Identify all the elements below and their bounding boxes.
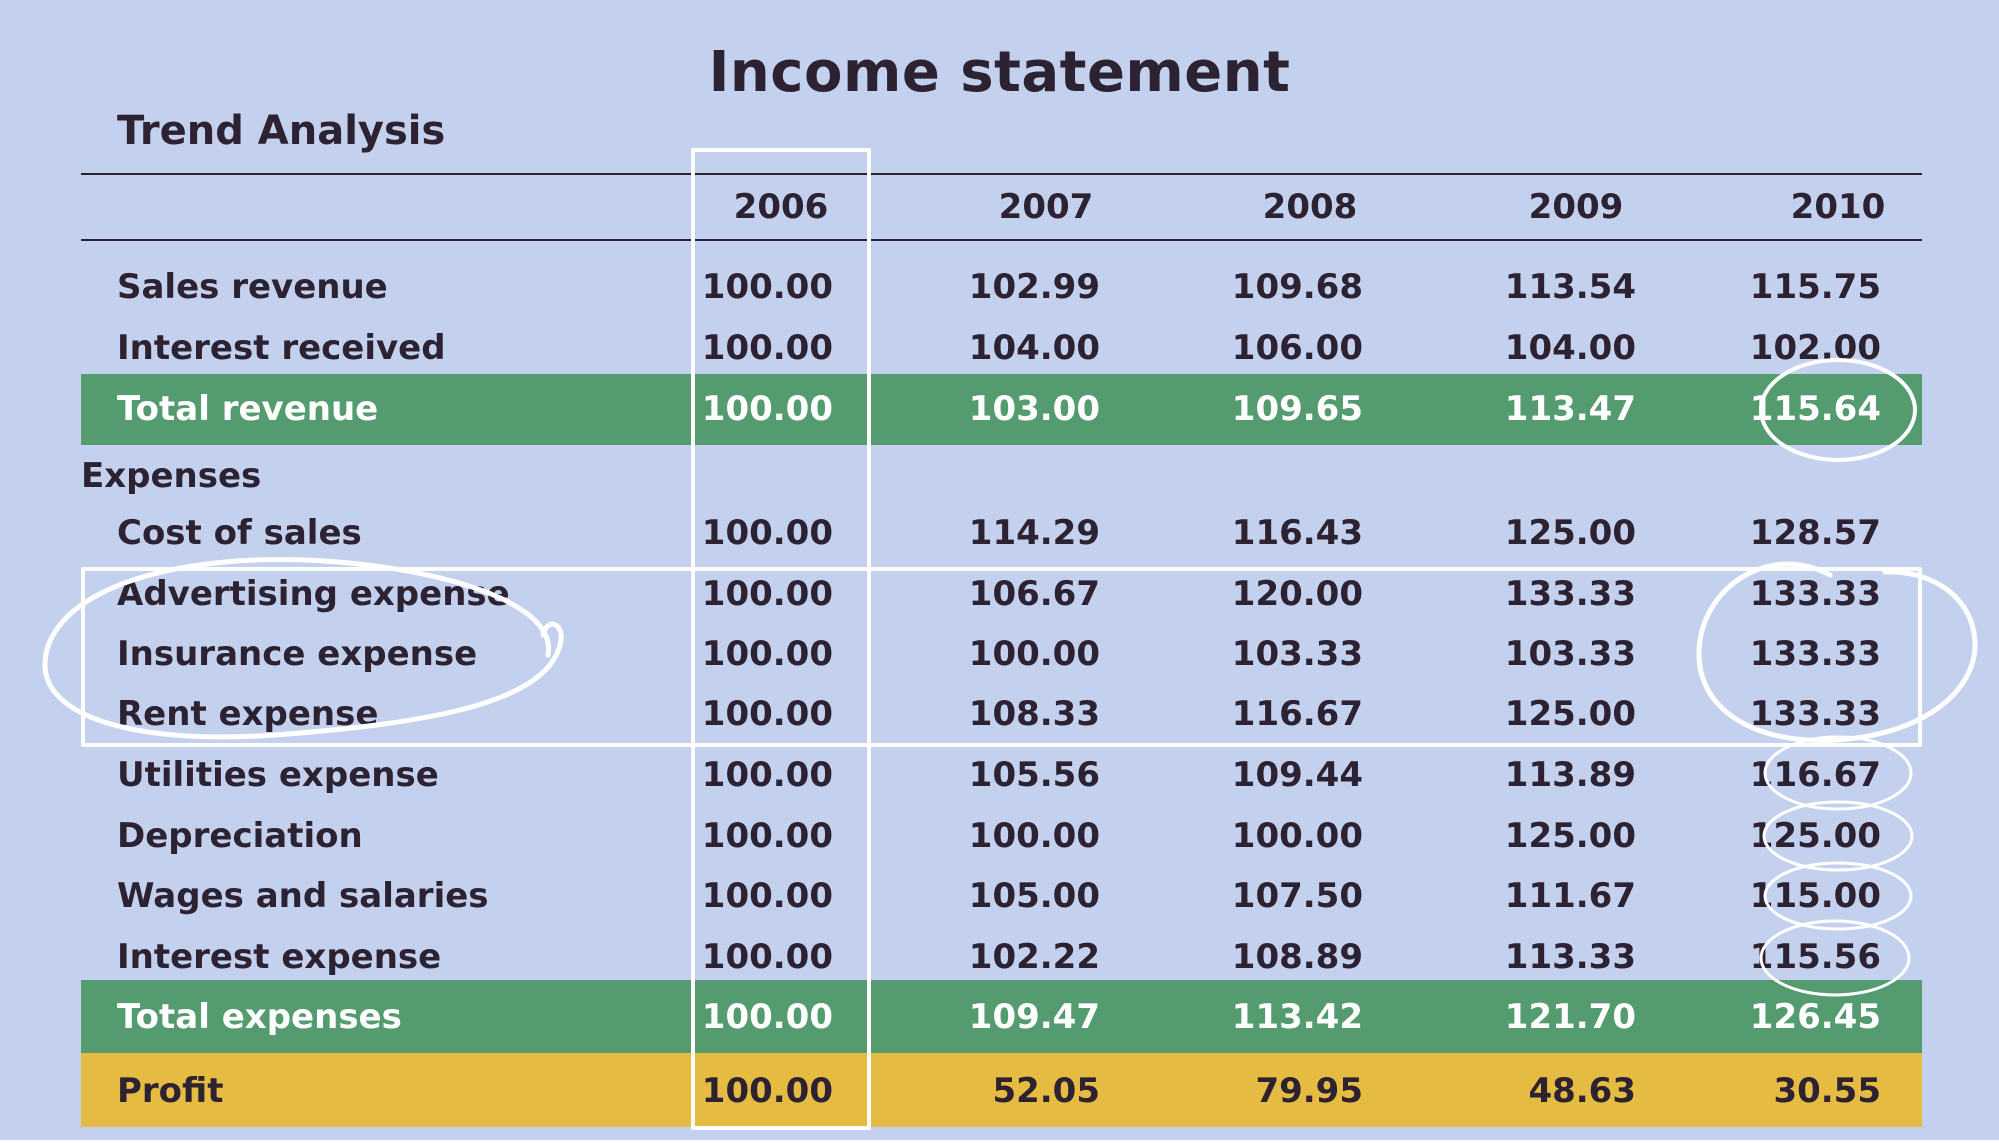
year-header-2010: 2010 bbox=[1790, 187, 1886, 227]
value-insurance-expense-2008: 103.33 bbox=[1231, 634, 1363, 674]
value-cost-of-sales-2006: 100.00 bbox=[701, 513, 833, 553]
value-profit-2006: 100.00 bbox=[701, 1071, 833, 1111]
value-profit-2008: 79.95 bbox=[1255, 1071, 1363, 1111]
row-label-depreciation: Depreciation bbox=[117, 816, 363, 856]
year-header-2008: 2008 bbox=[1262, 187, 1358, 227]
value-advertising-expense-2008: 120.00 bbox=[1231, 574, 1363, 614]
value-wages-and-salaries-2010: 115.00 bbox=[1749, 876, 1881, 916]
value-profit-2010: 30.55 bbox=[1773, 1071, 1881, 1111]
row-label-interest-received: Interest received bbox=[117, 328, 446, 368]
value-depreciation-2010: 125.00 bbox=[1749, 816, 1881, 856]
value-total-expenses-2010: 126.45 bbox=[1749, 997, 1881, 1037]
value-cost-of-sales-2010: 128.57 bbox=[1749, 513, 1881, 553]
value-depreciation-2007: 100.00 bbox=[968, 816, 1100, 856]
total-expenses-band bbox=[81, 980, 1922, 1053]
value-insurance-expense-2006: 100.00 bbox=[701, 634, 833, 674]
value-sales-revenue-2009: 113.54 bbox=[1504, 267, 1636, 307]
row-label-cost-of-sales: Cost of sales bbox=[117, 513, 362, 553]
row-label-rent-expense: Rent expense bbox=[117, 694, 379, 734]
value-interest-received-2010: 102.00 bbox=[1749, 328, 1881, 368]
value-interest-received-2007: 104.00 bbox=[968, 328, 1100, 368]
profit-band bbox=[81, 1053, 1922, 1127]
value-total-revenue-2008: 109.65 bbox=[1231, 389, 1363, 429]
row-label-total-revenue: Total revenue bbox=[117, 389, 379, 429]
value-cost-of-sales-2009: 125.00 bbox=[1504, 513, 1636, 553]
value-advertising-expense-2006: 100.00 bbox=[701, 574, 833, 614]
page-title: Income statement bbox=[708, 40, 1291, 105]
value-utilities-expense-2009: 113.89 bbox=[1504, 755, 1636, 795]
row-label-utilities-expense: Utilities expense bbox=[117, 755, 439, 795]
value-sales-revenue-2007: 102.99 bbox=[968, 267, 1100, 307]
value-rent-expense-2010: 133.33 bbox=[1749, 694, 1881, 734]
header-bottom-rule bbox=[81, 239, 1922, 241]
table-top-rule bbox=[81, 173, 1922, 175]
value-insurance-expense-2009: 103.33 bbox=[1504, 634, 1636, 674]
year-header-2007: 2007 bbox=[998, 187, 1094, 227]
value-sales-revenue-2008: 109.68 bbox=[1231, 267, 1363, 307]
value-sales-revenue-2010: 115.75 bbox=[1749, 267, 1881, 307]
value-interest-received-2006: 100.00 bbox=[701, 328, 833, 368]
value-utilities-expense-2008: 109.44 bbox=[1231, 755, 1363, 795]
row-label-total-expenses: Total expenses bbox=[117, 997, 402, 1037]
value-advertising-expense-2009: 133.33 bbox=[1504, 574, 1636, 614]
value-total-expenses-2007: 109.47 bbox=[968, 997, 1100, 1037]
value-interest-expense-2010: 115.56 bbox=[1749, 937, 1881, 977]
value-total-revenue-2010: 115.64 bbox=[1749, 389, 1881, 429]
value-profit-2009: 48.63 bbox=[1528, 1071, 1636, 1111]
value-rent-expense-2006: 100.00 bbox=[701, 694, 833, 734]
value-utilities-expense-2007: 105.56 bbox=[968, 755, 1100, 795]
value-insurance-expense-2010: 133.33 bbox=[1749, 634, 1881, 674]
value-total-expenses-2009: 121.70 bbox=[1504, 997, 1636, 1037]
row-label-sales-revenue: Sales revenue bbox=[117, 267, 388, 307]
value-cost-of-sales-2008: 116.43 bbox=[1231, 513, 1363, 553]
value-wages-and-salaries-2007: 105.00 bbox=[968, 876, 1100, 916]
value-advertising-expense-2010: 133.33 bbox=[1749, 574, 1881, 614]
value-depreciation-2006: 100.00 bbox=[701, 816, 833, 856]
table-subtitle: Trend Analysis bbox=[117, 108, 446, 154]
value-interest-received-2009: 104.00 bbox=[1504, 328, 1636, 368]
value-total-revenue-2007: 103.00 bbox=[968, 389, 1100, 429]
value-total-revenue-2009: 113.47 bbox=[1504, 389, 1636, 429]
value-interest-expense-2006: 100.00 bbox=[701, 937, 833, 977]
value-depreciation-2008: 100.00 bbox=[1231, 816, 1363, 856]
section-heading-expenses: Expenses bbox=[81, 456, 262, 496]
value-total-expenses-2006: 100.00 bbox=[701, 997, 833, 1037]
value-cost-of-sales-2007: 114.29 bbox=[968, 513, 1100, 553]
value-interest-expense-2008: 108.89 bbox=[1231, 937, 1363, 977]
row-label-wages-and-salaries: Wages and salaries bbox=[117, 876, 489, 916]
value-rent-expense-2008: 116.67 bbox=[1231, 694, 1363, 734]
value-wages-and-salaries-2008: 107.50 bbox=[1231, 876, 1363, 916]
value-profit-2007: 52.05 bbox=[992, 1071, 1100, 1111]
row-label-profit: Profit bbox=[117, 1071, 224, 1111]
value-utilities-expense-2006: 100.00 bbox=[701, 755, 833, 795]
value-advertising-expense-2007: 106.67 bbox=[968, 574, 1100, 614]
value-rent-expense-2009: 125.00 bbox=[1504, 694, 1636, 734]
value-interest-expense-2009: 113.33 bbox=[1504, 937, 1636, 977]
value-total-revenue-2006: 100.00 bbox=[701, 389, 833, 429]
year-header-2006: 2006 bbox=[733, 187, 829, 227]
value-depreciation-2009: 125.00 bbox=[1504, 816, 1636, 856]
value-sales-revenue-2006: 100.00 bbox=[701, 267, 833, 307]
value-rent-expense-2007: 108.33 bbox=[968, 694, 1100, 734]
value-interest-received-2008: 106.00 bbox=[1231, 328, 1363, 368]
value-wages-and-salaries-2009: 111.67 bbox=[1504, 876, 1636, 916]
value-interest-expense-2007: 102.22 bbox=[968, 937, 1100, 977]
total-revenue-band bbox=[81, 374, 1922, 445]
value-wages-and-salaries-2006: 100.00 bbox=[701, 876, 833, 916]
row-label-insurance-expense: Insurance expense bbox=[117, 634, 478, 674]
year-header-2009: 2009 bbox=[1528, 187, 1624, 227]
row-label-interest-expense: Interest expense bbox=[117, 937, 442, 977]
value-utilities-expense-2010: 116.67 bbox=[1749, 755, 1881, 795]
value-insurance-expense-2007: 100.00 bbox=[968, 634, 1100, 674]
value-total-expenses-2008: 113.42 bbox=[1231, 997, 1363, 1037]
row-label-advertising-expense: Advertising expense bbox=[117, 574, 510, 614]
